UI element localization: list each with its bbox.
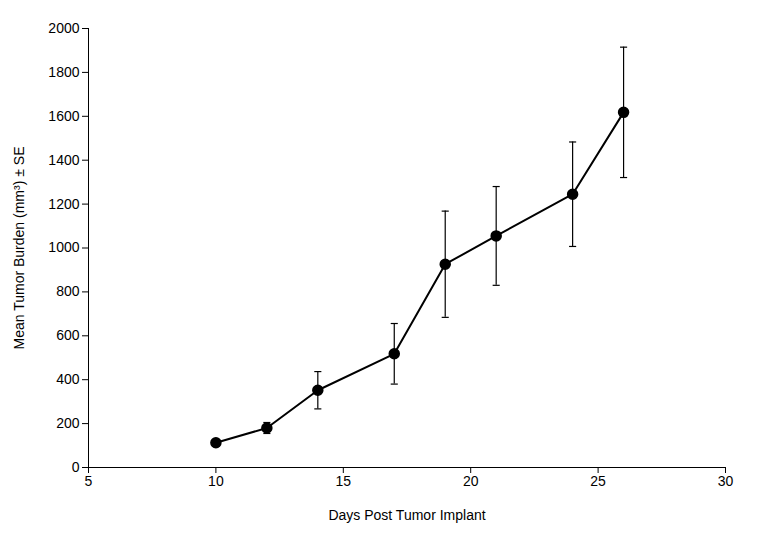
svg-text:15: 15 [336, 473, 352, 489]
svg-text:1200: 1200 [48, 196, 79, 212]
svg-text:1000: 1000 [48, 239, 79, 255]
svg-text:2000: 2000 [48, 20, 79, 36]
svg-text:1600: 1600 [48, 108, 79, 124]
svg-text:25: 25 [590, 473, 606, 489]
svg-text:5: 5 [85, 473, 93, 489]
svg-text:0: 0 [72, 459, 80, 475]
svg-text:600: 600 [56, 327, 80, 343]
svg-text:400: 400 [56, 371, 80, 387]
svg-text:1800: 1800 [48, 64, 79, 80]
svg-text:Days Post Tumor Implant: Days Post Tumor Implant [328, 507, 485, 523]
svg-text:30: 30 [718, 473, 734, 489]
svg-text:20: 20 [463, 473, 479, 489]
svg-text:1400: 1400 [48, 152, 79, 168]
svg-text:200: 200 [56, 415, 80, 431]
svg-text:Mean Tumor Burden (mm³) ± SE: Mean Tumor Burden (mm³) ± SE [11, 147, 27, 350]
svg-text:800: 800 [56, 283, 80, 299]
svg-text:10: 10 [208, 473, 224, 489]
